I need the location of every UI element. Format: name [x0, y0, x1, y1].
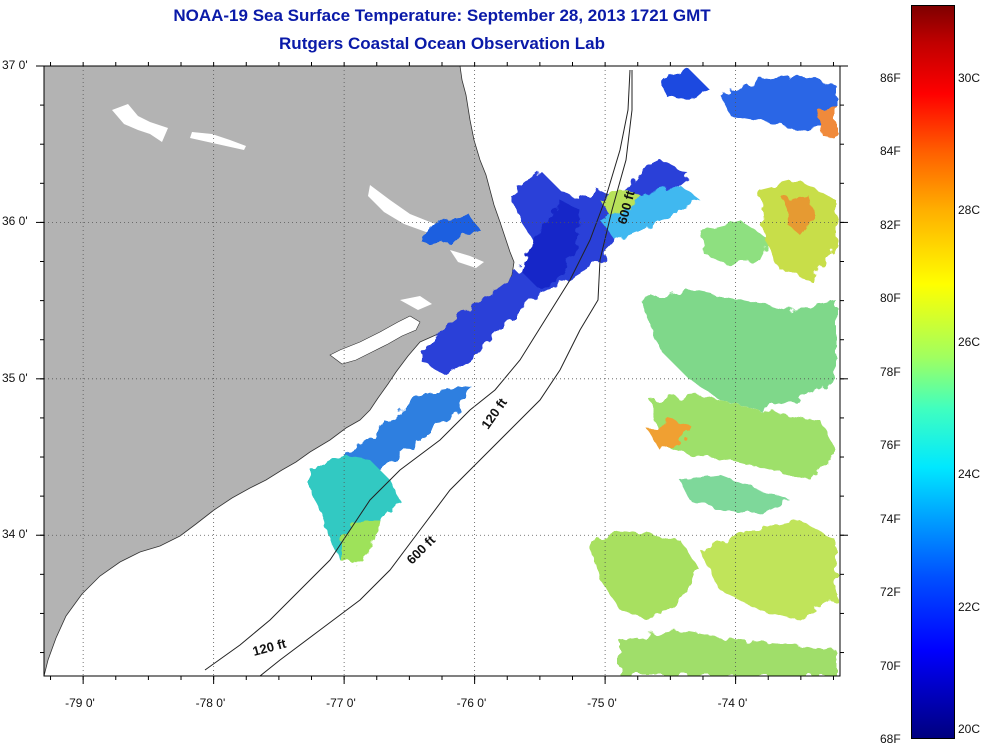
- river-1: [112, 104, 168, 142]
- lat-tick-label: 37 0': [2, 58, 28, 72]
- sound-water: [329, 315, 421, 365]
- river-4: [400, 296, 432, 310]
- temperature-colorbar: [911, 5, 955, 739]
- colorbar-f-label: 80F: [880, 291, 901, 306]
- colorbar-c-label: 26C: [958, 335, 981, 350]
- grid-lines: [44, 66, 840, 676]
- lon-tick-label: -75 0': [587, 696, 617, 710]
- lat-tick-label: 36 0': [2, 214, 28, 229]
- lat-tick-label: 34 0': [2, 527, 28, 542]
- river-5: [450, 250, 484, 268]
- sst-data-layer: [310, 70, 836, 676]
- colorbar-c-label: 30C: [958, 70, 981, 85]
- contour-600ft: [259, 70, 633, 676]
- colorbar-f-label: 86F: [880, 70, 901, 85]
- river-3: [368, 185, 448, 236]
- axis-ticks: [36, 62, 848, 684]
- colorbar-f-label: 74F: [880, 511, 901, 526]
- river-2: [190, 132, 246, 150]
- contour-120ft: [204, 69, 631, 671]
- colorbar-c-label: 24C: [958, 467, 981, 482]
- colorbar-c-label: 22C: [958, 599, 981, 614]
- map-subtitle: Rutgers Coastal Ocean Observation Lab: [279, 34, 605, 53]
- map-title: NOAA-19 Sea Surface Temperature: Septemb…: [173, 6, 711, 25]
- colorbar-c-label: 28C: [958, 202, 981, 217]
- colorbar-f-label: 84F: [880, 144, 901, 159]
- colorbar-f-label: 68F: [880, 732, 901, 746]
- colorbar-f-label: 78F: [880, 364, 901, 379]
- colorbar-f-label: 72F: [880, 585, 901, 600]
- colorbar-f-label: 82F: [880, 217, 901, 232]
- colorbar-c-label: 20C: [958, 722, 981, 736]
- lon-tick-label: -79 0': [65, 696, 95, 710]
- lon-tick-label: -77 0': [326, 696, 356, 710]
- lon-tick-label: -74 0': [717, 696, 748, 710]
- colorbar-f-label: 70F: [880, 658, 901, 673]
- lon-tick-label: -78 0': [195, 696, 226, 710]
- colorbar-f-label: 76F: [880, 438, 901, 453]
- lat-tick-label: 35 0': [2, 370, 28, 385]
- lon-tick-label: -76 0': [456, 696, 487, 710]
